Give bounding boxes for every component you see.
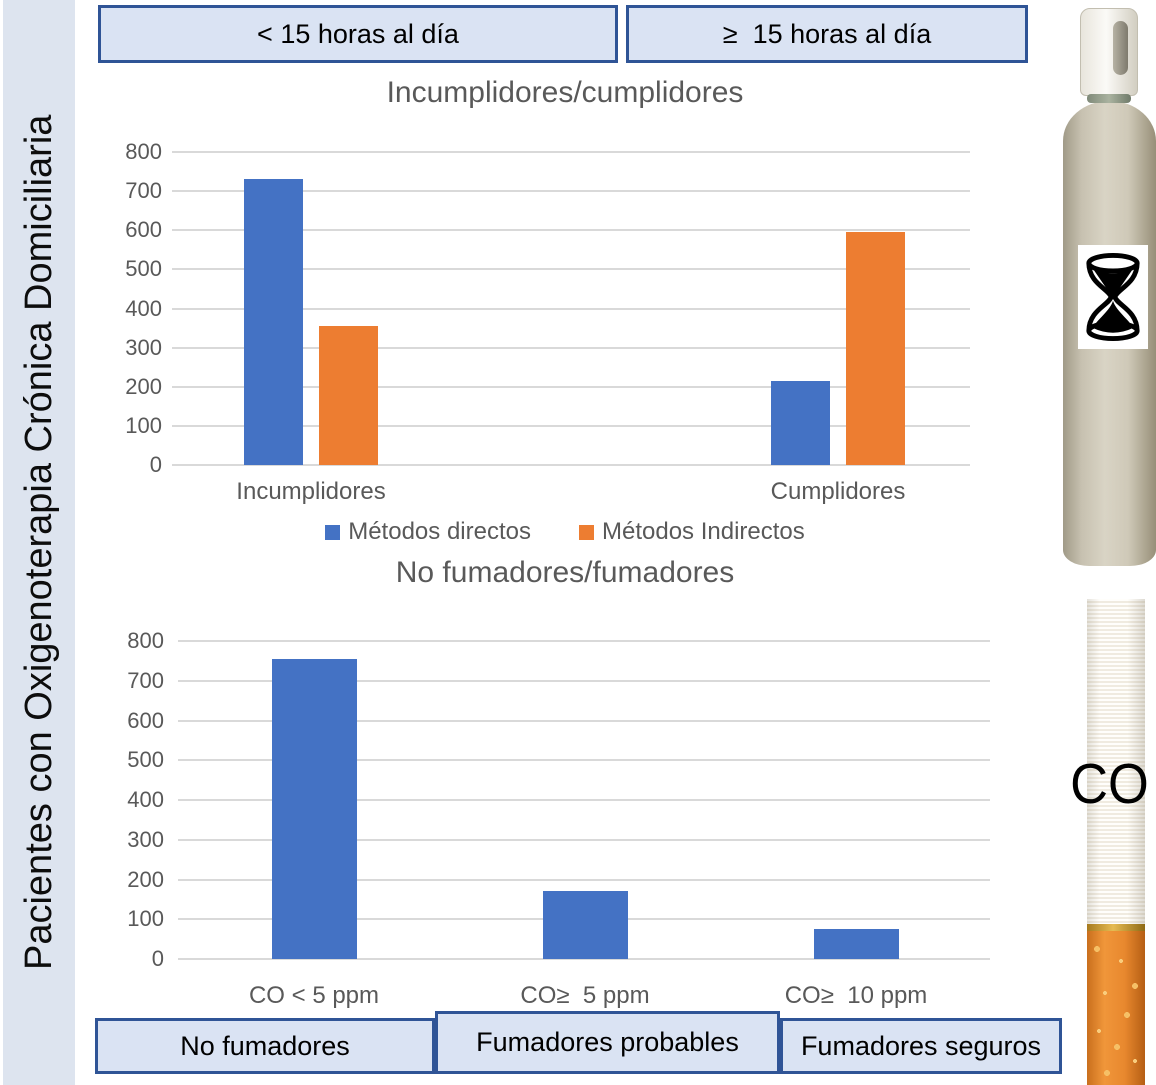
chart2-title: No fumadores/fumadores xyxy=(395,556,735,589)
hourglass-sticker xyxy=(1078,245,1148,349)
x-category-label: Incumplidores xyxy=(236,478,386,505)
y-tick-label: 600 xyxy=(125,217,162,243)
gridline xyxy=(172,151,970,153)
footer-box-no-fumadores: No fumadores xyxy=(95,1018,435,1074)
y-tick-label: 0 xyxy=(149,452,162,477)
y-tick-label: 300 xyxy=(127,826,164,852)
y-tick-label: 500 xyxy=(127,747,164,773)
chart1-title: Incumplidores/cumplidores xyxy=(386,76,744,109)
y-tick-label: 700 xyxy=(127,667,164,693)
legend-label: Métodos Indirectos xyxy=(601,518,805,545)
hourglass-icon xyxy=(1086,253,1140,341)
y-tick-label: 600 xyxy=(127,707,164,733)
bar-Métodos Indirectos-Cumplidores xyxy=(846,232,905,465)
cigarette-icon xyxy=(1087,599,1145,1085)
y-tick-label: 300 xyxy=(125,334,162,360)
cylinder-valve-cap xyxy=(1080,8,1138,96)
bar-Métodos directos-Cumplidores xyxy=(771,380,830,465)
gridline xyxy=(172,424,970,427)
co-label: CO xyxy=(1070,752,1149,816)
sidebar-title: Pacientes con Oxigenoterapia Crónica Dom… xyxy=(18,114,60,971)
y-tick-label: 400 xyxy=(127,787,164,812)
gridline xyxy=(178,799,990,801)
y-tick-label: 700 xyxy=(125,178,162,204)
gridline xyxy=(178,838,990,841)
y-tick-label: 500 xyxy=(125,256,162,282)
bar-Métodos Indirectos-Incumplidores xyxy=(319,326,378,465)
header-box-less-15-hours: < 15 horas al día xyxy=(98,5,618,63)
gridline xyxy=(178,719,990,722)
y-tick-label: 400 xyxy=(125,295,162,321)
cylinder-neck-ring xyxy=(1087,94,1131,103)
y-tick-label: 100 xyxy=(125,412,162,438)
gridline xyxy=(172,346,970,349)
x-category-label: CO≥ 5 ppm xyxy=(520,982,650,1009)
y-tick-label: 800 xyxy=(125,139,162,164)
legend-swatch-orange-icon xyxy=(578,524,594,540)
x-category-label: Cumplidores xyxy=(770,478,906,505)
cigarette-paper xyxy=(1087,599,1145,924)
oxygen-cylinder-icon xyxy=(1063,8,1156,566)
gridline xyxy=(178,958,990,960)
gridline xyxy=(172,385,970,388)
y-tick-label: 200 xyxy=(127,866,164,892)
bar-series-CO≥ 5 ppm xyxy=(543,891,628,959)
gridline xyxy=(172,190,970,193)
gridline xyxy=(172,268,970,271)
bar-series-CO≥ 10 ppm xyxy=(814,929,899,959)
y-tick-label: 0 xyxy=(151,946,164,971)
bar-Métodos directos-Incumplidores xyxy=(244,179,303,465)
gridline xyxy=(178,640,990,642)
gridline xyxy=(172,307,970,310)
gridline xyxy=(178,679,990,682)
gridline xyxy=(178,878,990,881)
footer-box-fumadores-probables: Fumadores probables xyxy=(435,1011,780,1074)
bar-chart-compliance: Métodos directos Métodos Indirectos 0 100… xyxy=(100,139,1030,560)
header-box-greater-equal-15-hours: ≥ 15 horas al día xyxy=(626,5,1028,63)
cigarette-band xyxy=(1087,924,1145,931)
gridline xyxy=(172,229,970,232)
chart1-legend: Métodos directos Métodos Indirectos xyxy=(100,518,1030,546)
legend-label: Métodos directos xyxy=(348,518,531,545)
x-category-label: CO≥ 10 ppm xyxy=(784,982,928,1009)
bar-chart-smokers: 0 100 200 300 400 500 600 700 800 CO < 5 ppm CO≥ 5… xyxy=(100,628,1030,1010)
cigarette-filter-tip xyxy=(1087,931,1145,1085)
legend-item-metodos-indirectos: Métodos Indirectos xyxy=(578,518,805,546)
cylinder-valve-slot xyxy=(1113,21,1128,75)
footer-box-fumadores-seguros: Fumadores seguros xyxy=(780,1018,1062,1074)
y-tick-label: 100 xyxy=(127,906,164,932)
gridline xyxy=(178,759,990,762)
bar-series-CO < 5 ppm xyxy=(272,658,357,959)
gridline xyxy=(172,464,970,466)
legend-swatch-blue-icon xyxy=(325,524,341,540)
y-tick-label: 200 xyxy=(125,373,162,399)
sidebar-banner: Pacientes con Oxigenoterapia Crónica Dom… xyxy=(3,0,75,1085)
y-tick-label: 800 xyxy=(127,628,164,653)
legend-item-metodos-directos: Métodos directos xyxy=(325,518,531,546)
x-category-label: CO < 5 ppm xyxy=(248,982,380,1009)
